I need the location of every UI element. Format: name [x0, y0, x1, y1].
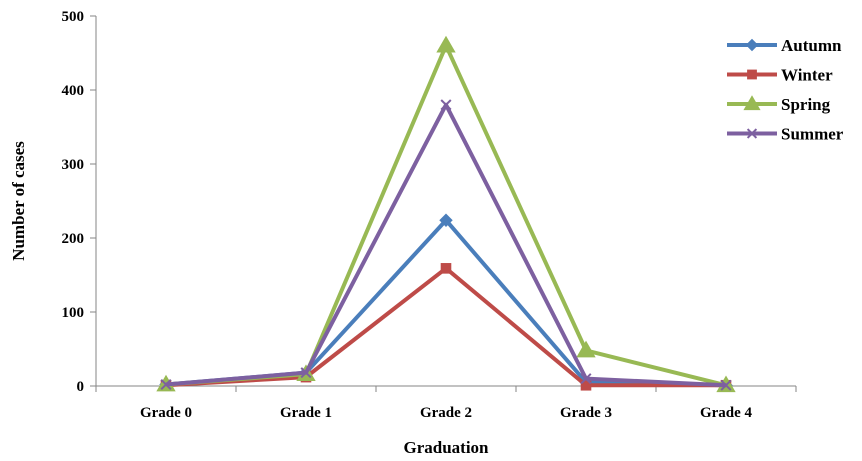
legend-marker-spring [743, 95, 761, 111]
legend: Autumn Winter Spring Summer [727, 36, 844, 144]
y-tick-label: 500 [62, 9, 85, 25]
y-tick-label: 200 [62, 231, 85, 247]
legend-item-winter: Winter [727, 66, 833, 85]
data-point-summer [720, 379, 732, 391]
data-point-spring [436, 35, 456, 53]
series-line-autumn [165, 218, 727, 388]
y-tick-label: 400 [62, 83, 85, 99]
series [156, 35, 736, 393]
legend-label-spring: Spring [781, 95, 831, 114]
legend-marker-summer [746, 128, 758, 139]
axes [95, 16, 796, 387]
data-point-summer [440, 99, 452, 111]
legend-marker-winter [747, 69, 757, 80]
y-tick-label: 100 [62, 305, 85, 321]
data-point-summer [160, 379, 172, 391]
y-tick-label: 300 [62, 157, 85, 173]
data-point-summer [300, 367, 312, 379]
legend-item-summer: Summer [727, 125, 844, 144]
y-axis-title: Number of cases [9, 141, 28, 261]
data-point-winter [440, 263, 452, 274]
x-axis-title: Graduation [403, 438, 489, 457]
data-point-autumn [439, 213, 453, 227]
series-winter [160, 263, 732, 391]
legend-item-autumn: Autumn [727, 36, 842, 55]
legend-item-spring: Spring [727, 95, 831, 114]
x-tick-label: Grade 1 [280, 405, 332, 421]
legend-label-winter: Winter [781, 66, 833, 85]
x-tick-label: Grade 0 [140, 405, 192, 421]
x-tick-label: Grade 2 [420, 405, 472, 421]
x-tick-label: Grade 3 [560, 405, 612, 421]
data-point-summer [580, 373, 592, 385]
y-tick-label: 0 [77, 379, 85, 395]
series-line-winter [165, 266, 726, 388]
x-tick-label: Grade 4 [700, 405, 753, 421]
series-line-summer [165, 102, 727, 388]
data-point-spring [576, 340, 596, 358]
ticks: 0 100 200 300 400 500 Grade 0 Grade 1 Grade 2 Gra… [62, 9, 797, 421]
legend-marker-autumn [745, 38, 759, 52]
series-summer [160, 99, 732, 391]
legend-label-summer: Summer [781, 125, 844, 144]
legend-label-autumn: Autumn [781, 36, 842, 55]
